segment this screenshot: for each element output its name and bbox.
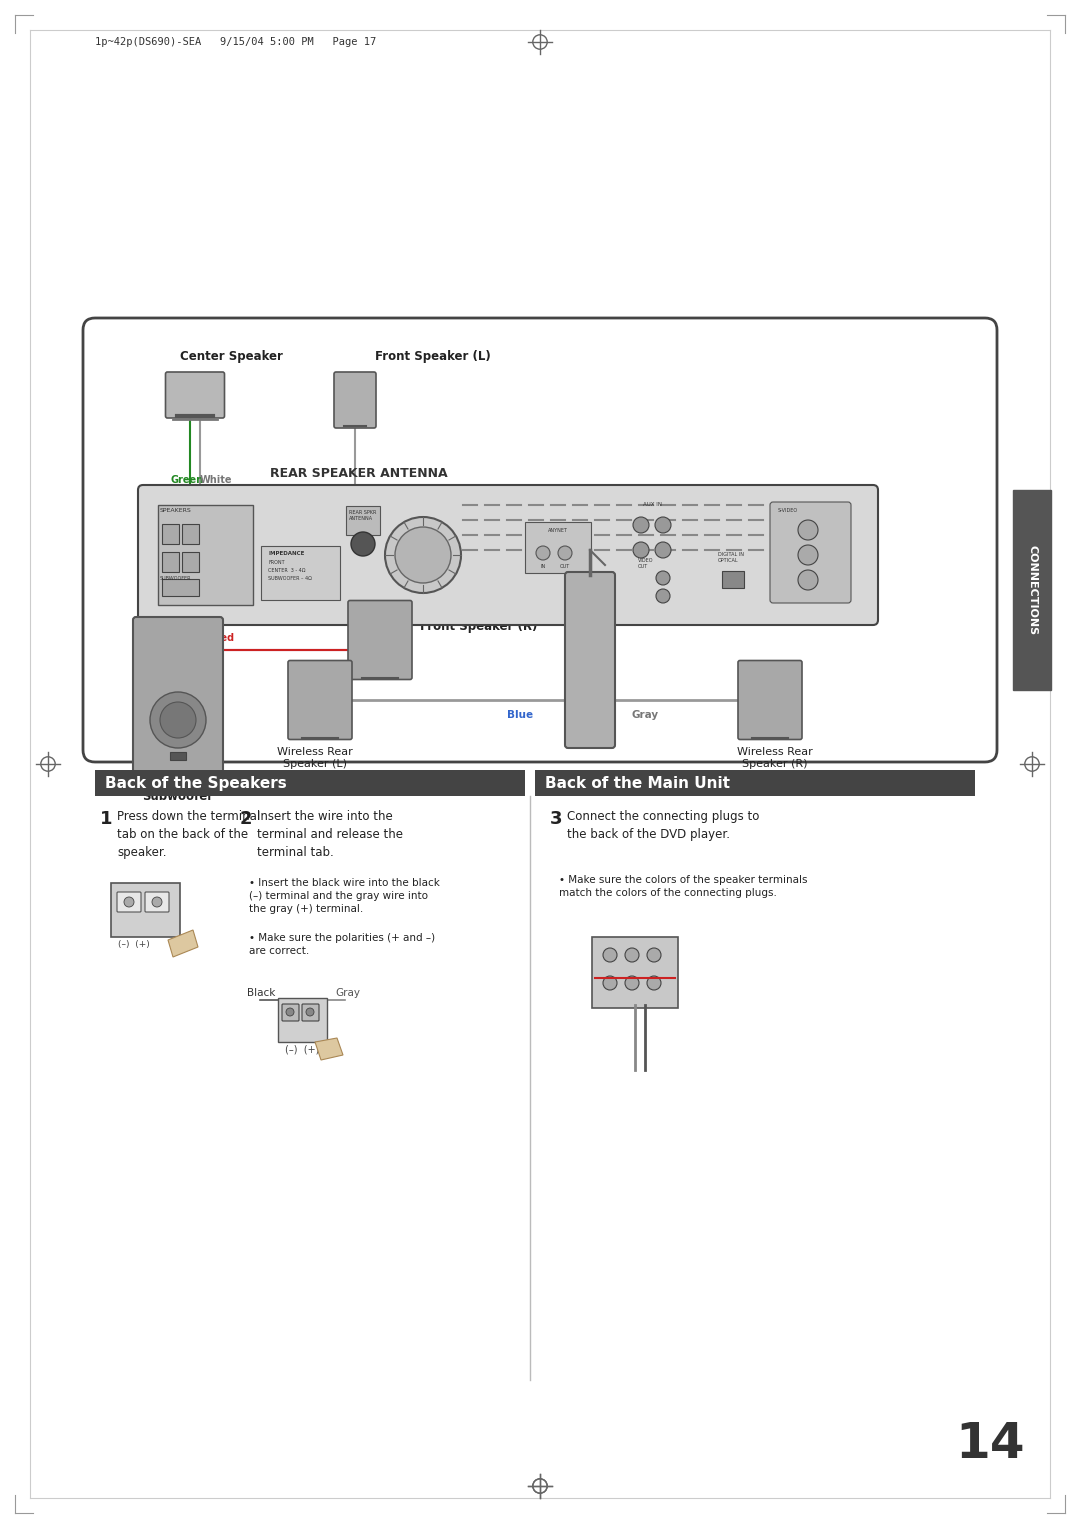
FancyBboxPatch shape [282,1004,299,1021]
Text: Front Speaker (L): Front Speaker (L) [375,350,490,364]
Text: Back of the Speakers: Back of the Speakers [105,776,287,790]
Text: Wireless Rear
Speaker (R): Wireless Rear Speaker (R) [738,747,813,769]
Text: DIGITAL IN
OPTICAL: DIGITAL IN OPTICAL [718,552,744,562]
Circle shape [647,947,661,963]
FancyBboxPatch shape [183,524,199,544]
Text: (–)  (+): (–) (+) [285,1044,320,1054]
Text: Blue: Blue [507,711,534,720]
FancyBboxPatch shape [162,524,179,544]
FancyBboxPatch shape [117,892,141,912]
Text: SUBWOOFER: SUBWOOFER [160,576,191,581]
FancyBboxPatch shape [111,883,180,937]
Text: Connect the connecting plugs to
the back of the DVD player.: Connect the connecting plugs to the back… [567,810,759,840]
Text: SUBWOOFER – 4Ω: SUBWOOFER – 4Ω [268,576,312,581]
Text: Press down the terminal
tab on the back of the
speaker.: Press down the terminal tab on the back … [117,810,260,859]
Circle shape [633,542,649,558]
Circle shape [152,897,162,908]
Circle shape [656,571,670,585]
Circle shape [625,976,639,990]
FancyBboxPatch shape [261,545,340,601]
Text: Subwoofer: Subwoofer [143,790,214,804]
FancyBboxPatch shape [165,371,225,419]
Text: 1: 1 [100,810,112,828]
FancyBboxPatch shape [334,371,376,428]
Text: FRONT: FRONT [268,559,285,565]
Text: IMPEDANCE: IMPEDANCE [268,552,305,556]
Text: Wireless Rear Amplifier (SWA-1000)
(With built-in wireless receiving antenna): Wireless Rear Amplifier (SWA-1000) (With… [618,549,833,571]
FancyBboxPatch shape [162,552,179,571]
Text: REAR SPKR
ANTENNA: REAR SPKR ANTENNA [349,510,376,521]
Circle shape [654,516,671,533]
FancyBboxPatch shape [525,523,591,573]
Circle shape [150,692,206,749]
Circle shape [124,897,134,908]
Circle shape [603,976,617,990]
FancyBboxPatch shape [348,601,411,680]
Circle shape [351,532,375,556]
Text: Gray: Gray [335,989,360,998]
FancyBboxPatch shape [592,937,678,1008]
Text: 1p~42p(DS690)-SEA   9/15/04 5:00 PM   Page 17: 1p~42p(DS690)-SEA 9/15/04 5:00 PM Page 1… [95,37,376,47]
Circle shape [558,545,572,559]
Text: ANYNET: ANYNET [548,529,568,533]
Text: White: White [200,475,232,484]
Circle shape [286,1008,294,1016]
Circle shape [395,527,451,584]
Circle shape [160,701,195,738]
Circle shape [654,542,671,558]
FancyBboxPatch shape [138,484,878,625]
Text: Purple: Purple [163,633,199,643]
Circle shape [625,947,639,963]
Circle shape [633,516,649,533]
FancyBboxPatch shape [158,504,253,605]
Text: REAR SPEAKER ANTENNA: REAR SPEAKER ANTENNA [270,468,447,480]
Circle shape [384,516,461,593]
FancyBboxPatch shape [770,503,851,604]
FancyBboxPatch shape [1013,490,1051,691]
Text: Red: Red [213,633,234,643]
Text: AUX IN: AUX IN [643,503,662,507]
Circle shape [798,520,818,539]
Bar [535,770,975,796]
Circle shape [306,1008,314,1016]
Text: (–)  (+): (–) (+) [118,940,150,949]
FancyBboxPatch shape [145,892,168,912]
FancyBboxPatch shape [83,318,997,762]
FancyBboxPatch shape [278,998,327,1042]
Text: 3: 3 [550,810,563,828]
Text: 14: 14 [955,1420,1025,1468]
FancyBboxPatch shape [288,660,352,740]
Circle shape [603,947,617,963]
Text: IN: IN [540,564,545,568]
Bar [95,770,525,796]
Bar [170,752,186,759]
FancyBboxPatch shape [162,579,199,596]
Circle shape [656,588,670,604]
Text: 2: 2 [240,810,253,828]
Text: Gray: Gray [632,711,659,720]
Polygon shape [168,931,198,957]
FancyBboxPatch shape [346,506,380,535]
Text: S-VIDEO: S-VIDEO [778,507,798,513]
Text: CONNECTIONS: CONNECTIONS [1027,545,1037,636]
Text: Front Speaker (R): Front Speaker (R) [420,620,538,633]
FancyBboxPatch shape [183,552,199,571]
FancyBboxPatch shape [302,1004,319,1021]
Circle shape [798,545,818,565]
FancyBboxPatch shape [738,660,802,740]
FancyBboxPatch shape [565,571,615,749]
Text: SPEAKERS: SPEAKERS [160,507,192,513]
Text: Center Speaker: Center Speaker [180,350,283,364]
Circle shape [798,570,818,590]
Text: VIDEO
OUT: VIDEO OUT [638,558,653,568]
Text: Black: Black [247,989,275,998]
Text: • Insert the black wire into the black
(–) terminal and the gray wire into
the g: • Insert the black wire into the black (… [249,879,440,914]
Circle shape [536,545,550,559]
Polygon shape [315,1038,343,1060]
Text: • Make sure the colors of the speaker terminals
match the colors of the connecti: • Make sure the colors of the speaker te… [559,876,808,898]
Text: CENTER  3 - 4Ω: CENTER 3 - 4Ω [268,568,306,573]
Text: Green: Green [170,475,203,484]
Text: • Make sure the polarities (+ and –)
are correct.: • Make sure the polarities (+ and –) are… [249,934,435,957]
Text: Back of the Main Unit: Back of the Main Unit [545,776,730,790]
Text: Wireless Rear
Speaker (L): Wireless Rear Speaker (L) [278,747,353,769]
